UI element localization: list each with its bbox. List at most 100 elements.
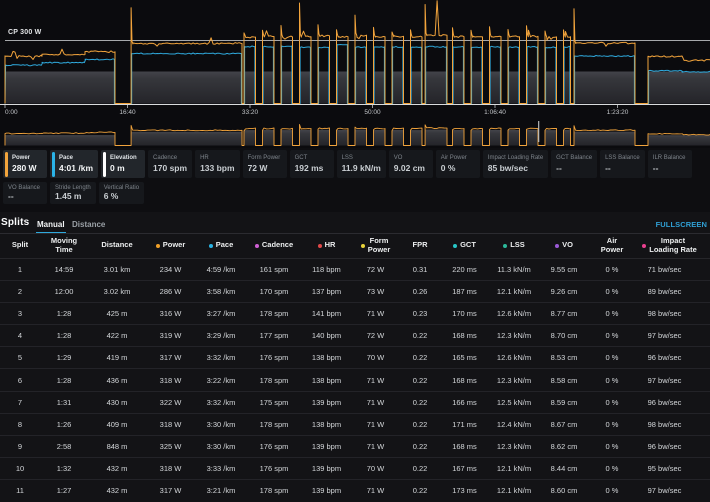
nav-split-block — [508, 130, 520, 146]
nav-split-block — [425, 129, 447, 146]
cell-impact-loading-rate: 96 bw/sec — [636, 435, 710, 459]
col-header-cadence[interactable]: Cadence — [247, 233, 301, 259]
col-header-hr[interactable]: HR — [301, 233, 352, 259]
nav-split-block — [574, 131, 635, 146]
cell-split: 9 — [0, 435, 40, 459]
x-axis-label: 50:00 — [364, 109, 381, 115]
cell-impact-loading-rate: 97 bw/sec — [636, 324, 710, 348]
col-header-label: Moving Time — [50, 236, 78, 254]
cell-impact-loading-rate: 98 bw/sec — [636, 413, 710, 437]
tab-manual[interactable]: Manual — [36, 220, 66, 233]
col-header-gct[interactable]: GCT — [441, 233, 488, 259]
metric-tile-cadence[interactable]: Cadence 170 spm — [148, 150, 193, 178]
split-block — [563, 71, 571, 104]
split-row-5[interactable]: 5 1:29 419 m 317 W 3:32 /km 176 spm 138 bpm 70 … — [0, 346, 710, 370]
cell-fpr: 0.22 — [399, 413, 441, 437]
metric-tile-vo-balance[interactable]: VO Balance -- — [3, 182, 47, 204]
metric-tile-air-power[interactable]: Air Power 0 % — [435, 150, 480, 178]
split-row-1[interactable]: 1 14:59 3.01 km 234 W 4:59 /km 161 spm 118 bpm… — [0, 258, 710, 281]
col-header-vo[interactable]: VO — [540, 233, 588, 259]
main-chart-svg[interactable]: 0:00 16:40 33:20 50:00 1:06:40 1:23:20 — [0, 0, 710, 116]
nav-split-block — [262, 130, 274, 146]
col-header-moving-time[interactable]: Moving Time — [40, 233, 88, 259]
metric-tile-gct-balance[interactable]: GCT Balance -- — [551, 150, 598, 178]
cell-vo: 8.77 cm — [540, 302, 588, 326]
cell-power: 318 W — [146, 368, 195, 392]
col-header-air-power[interactable]: Air Power — [588, 233, 636, 259]
cell-moving-time: 1:32 — [40, 457, 88, 481]
col-header-power[interactable]: Power — [146, 233, 195, 259]
metric-tile-ilr-balance[interactable]: ILR Balance -- — [647, 150, 692, 178]
cell-air-power: 0 % — [588, 413, 636, 437]
cell-power: 319 W — [146, 324, 195, 348]
chart-navigator[interactable] — [0, 115, 710, 148]
cell-air-power: 0 % — [588, 479, 636, 502]
split-row-4[interactable]: 4 1:28 422 m 319 W 3:29 /km 177 spm 140 bpm 72 … — [0, 324, 710, 348]
nav-cursor-handle[interactable] — [538, 121, 540, 142]
split-block — [471, 71, 483, 104]
cell-distance: 3.01 km — [88, 258, 146, 281]
cell-cadence: 178 spm — [247, 368, 301, 392]
split-row-2[interactable]: 2 12:00 3.02 km 286 W 3:58 /km 170 spm 137 bpm… — [0, 280, 710, 303]
col-header-split[interactable]: Split — [0, 233, 40, 259]
nav-split-block — [244, 130, 256, 146]
cell-lss: 11.3 kN/m — [488, 258, 540, 281]
cell-split: 7 — [0, 391, 40, 414]
split-row-11[interactable]: 11 1:27 432 m 317 W 3:21 /km 178 spm 139 bpm 71… — [0, 479, 710, 502]
x-axis-label: 0:00 — [5, 109, 18, 115]
metric-tile-vertical-ratio[interactable]: Vertical Ratio 6 % — [98, 182, 145, 204]
col-header-fpr[interactable]: FPR — [399, 233, 441, 259]
col-header-distance[interactable]: Distance — [88, 233, 146, 259]
cell-pace: 3:32 /km — [195, 346, 247, 370]
nav-power-line — [4, 124, 710, 146]
metric-tile-power[interactable]: Power 280 W — [3, 150, 47, 178]
metric-tile-pace[interactable]: Pace 4:01 /km — [50, 150, 99, 178]
cell-moving-time: 1:26 — [40, 413, 88, 437]
cell-gct: 220 ms — [441, 258, 488, 281]
cell-form-power: 71 W — [352, 435, 399, 459]
series-dot — [155, 243, 160, 248]
col-header-form-power[interactable]: Form Power — [352, 233, 399, 259]
col-header-impact-loading-rate[interactable]: Impact Loading Rate — [636, 233, 710, 259]
nav-split-block — [131, 131, 243, 146]
cell-impact-loading-rate: 96 bw/sec — [636, 391, 710, 414]
cell-gct: 165 ms — [441, 346, 488, 370]
cell-lss: 12.3 kN/m — [488, 435, 540, 459]
cell-hr: 141 bpm — [301, 302, 352, 326]
cell-cadence: 176 spm — [247, 457, 301, 481]
split-row-6[interactable]: 6 1:28 436 m 318 W 3:22 /km 178 spm 138 bpm 71 … — [0, 368, 710, 392]
metric-tile-stride-length[interactable]: Stride Length 1.45 m — [50, 182, 96, 204]
split-row-8[interactable]: 8 1:26 409 m 318 W 3:30 /km 178 spm 138 bpm 71 … — [0, 413, 710, 437]
split-row-9[interactable]: 9 2:58 848 m 325 W 3:30 /km 176 spm 139 bpm 71 … — [0, 435, 710, 459]
nav-split-block — [5, 135, 115, 146]
split-row-10[interactable]: 10 1:32 432 m 318 W 3:33 /km 176 spm 139 bpm 70… — [0, 457, 710, 481]
metric-tile-vo[interactable]: VO 9.02 cm — [388, 150, 433, 178]
col-header-lss[interactable]: LSS — [488, 233, 540, 259]
col-header-pace[interactable]: Pace — [195, 233, 247, 259]
cell-hr: 138 bpm — [301, 346, 352, 370]
nav-split-block — [373, 130, 385, 146]
series-dot — [317, 243, 322, 248]
tile-label: Vertical Ratio — [103, 184, 140, 191]
metric-tile-impact-loading-rate[interactable]: Impact Loading Rate 85 bw/sec — [482, 150, 549, 178]
split-block — [574, 71, 635, 104]
fullscreen-button[interactable]: FULLSCREEN — [655, 220, 707, 229]
split-row-7[interactable]: 7 1:31 430 m 322 W 3:32 /km 175 spm 139 bpm 71 … — [0, 391, 710, 414]
metric-tile-lss-balance[interactable]: LSS Balance -- — [600, 150, 645, 178]
power-pace-chart[interactable]: 0:00 16:40 33:20 50:00 1:06:40 1:23:20 CP 300… — [0, 0, 710, 116]
cell-form-power: 73 W — [352, 280, 399, 303]
metric-tile-lss[interactable]: LSS 11.9 kN/m — [336, 150, 386, 178]
metric-tile-gct[interactable]: GCT 192 ms — [289, 150, 334, 178]
metric-tile-hr[interactable]: HR 133 bpm — [195, 150, 240, 178]
split-row-3[interactable]: 3 1:28 425 m 316 W 3:27 /km 178 spm 141 bpm 71 … — [0, 302, 710, 326]
split-block — [131, 71, 243, 104]
cell-form-power: 71 W — [352, 479, 399, 502]
tab-distance[interactable]: Distance — [72, 220, 106, 229]
metric-tile-elevation[interactable]: Elevation 0 m — [101, 150, 146, 178]
cell-vo: 9.55 cm — [540, 258, 588, 281]
metric-tile-form-power[interactable]: Form Power 72 W — [242, 150, 287, 178]
navigator-svg[interactable] — [0, 115, 710, 148]
cell-impact-loading-rate: 95 bw/sec — [636, 457, 710, 481]
cell-impact-loading-rate: 98 bw/sec — [636, 302, 710, 326]
